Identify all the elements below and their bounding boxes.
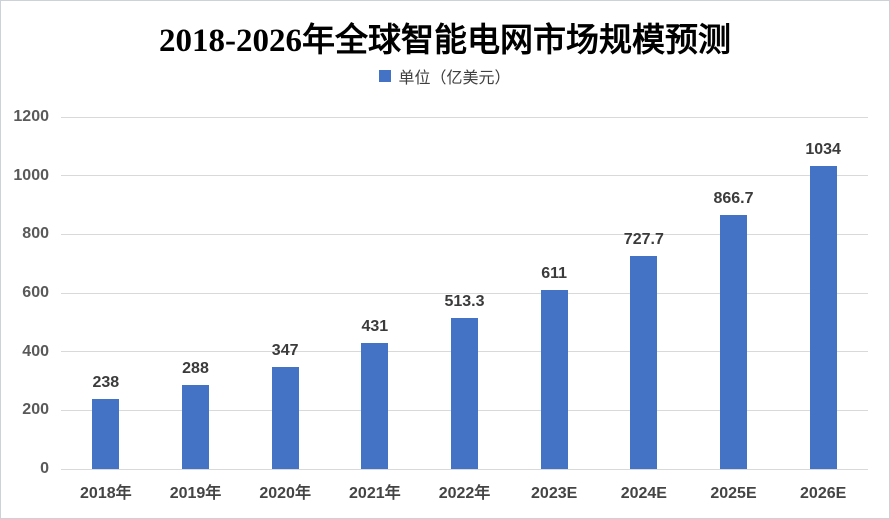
x-axis-tick-label: 2018年 <box>80 485 132 502</box>
x-axis-tick-label: 2024E <box>620 485 667 502</box>
bar-value-label: 866.7 <box>713 189 754 207</box>
bar-value-label: 611 <box>541 264 568 282</box>
bar-value-label: 431 <box>361 317 389 335</box>
bar <box>630 255 658 469</box>
y-axis-tick-label: 400 <box>22 342 49 360</box>
y-axis-tick-label: 600 <box>22 284 49 301</box>
bar-value-label: 238 <box>92 374 120 392</box>
bar <box>451 318 478 469</box>
gridline <box>61 468 868 470</box>
x-axis-tick-label: 2026E <box>800 485 847 502</box>
x-axis-tick-label: 2019年 <box>169 485 222 502</box>
x-axis-tick-label: 2023E <box>531 485 578 502</box>
legend: 单位（亿美元） <box>1 65 889 87</box>
bar <box>92 399 120 469</box>
bar <box>361 342 389 469</box>
bar <box>182 384 209 469</box>
bar-value-label: 513.3 <box>444 293 485 311</box>
bar-value-label: 288 <box>182 359 209 377</box>
y-axis-tick-label: 1200 <box>13 108 49 125</box>
y-axis-tick-label: 1000 <box>13 166 49 184</box>
chart-title: 2018-2026年全球智能电网市场规模预测 <box>159 23 731 59</box>
bar <box>809 165 837 469</box>
x-axis-tick-label: 2020年 <box>259 485 311 502</box>
gridline <box>61 233 868 235</box>
bar <box>720 214 747 469</box>
bar <box>540 289 568 469</box>
x-axis-tick-label: 2022年 <box>438 485 491 502</box>
bar-value-label: 727.7 <box>623 230 664 248</box>
bar <box>271 367 299 469</box>
y-axis-tick-label: 800 <box>22 225 49 243</box>
y-axis-tick-label: 200 <box>22 401 49 419</box>
gridline <box>61 175 868 177</box>
bar-value-label: 347 <box>271 342 299 360</box>
x-axis-tick-label: 2021年 <box>349 485 401 502</box>
gridline <box>61 116 868 118</box>
y-axis-tick-label: 0 <box>40 460 49 477</box>
gridline <box>61 292 868 294</box>
bar-value-label: 1034 <box>805 140 841 158</box>
legend-marker-square <box>379 70 392 82</box>
x-axis-tick-label: 2025E <box>710 485 757 502</box>
legend-label: 单位（亿美元） <box>398 70 511 87</box>
